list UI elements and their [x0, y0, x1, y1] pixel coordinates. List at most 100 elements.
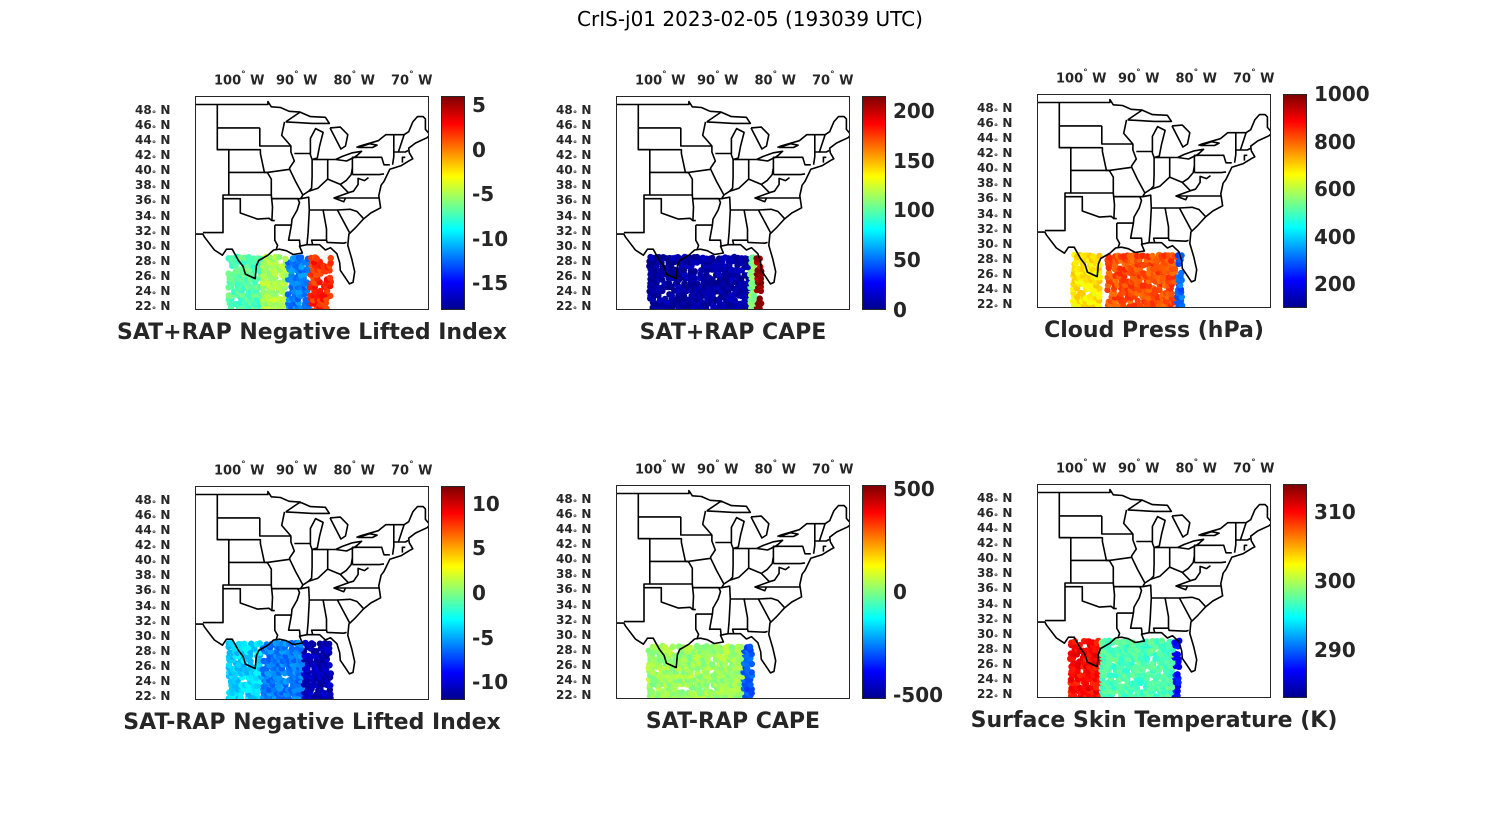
- data-point: [1111, 290, 1118, 297]
- lat-tick-label: 44° N: [135, 523, 171, 541]
- state-border: [773, 562, 806, 565]
- data-point: [272, 279, 279, 286]
- lat-tick-value: 28: [556, 642, 573, 657]
- map-axes: [1037, 94, 1271, 308]
- data-point: [326, 274, 334, 282]
- state-border: [695, 613, 722, 636]
- data-point: [1127, 651, 1134, 659]
- lat-tick-label: 38° N: [556, 178, 592, 196]
- data-point: [1073, 308, 1079, 309]
- state-border: [228, 511, 296, 564]
- state-border: [326, 158, 336, 180]
- panel-title: SAT+RAP Negative Lifted Index: [117, 320, 507, 345]
- lat-tick-value: 28: [135, 643, 152, 658]
- lon-tick-hemi: W: [303, 463, 318, 479]
- lat-tick-value: 32: [135, 613, 152, 628]
- lat-tick-value: 34: [135, 208, 152, 223]
- data-point: [1155, 307, 1161, 308]
- data-point: [760, 308, 763, 309]
- data-point: [1090, 253, 1097, 260]
- lat-tick-value: 42: [135, 148, 152, 163]
- data-point: [676, 309, 682, 310]
- lat-tick-label: 28° N: [556, 642, 592, 660]
- state-border: [1233, 522, 1237, 553]
- lat-tick-hemi: N: [581, 208, 592, 223]
- map-axes: [195, 486, 429, 700]
- data-point: [691, 268, 698, 275]
- lat-tick-label: 24° N: [135, 283, 171, 301]
- data-point: [727, 677, 735, 684]
- data-point: [668, 292, 675, 299]
- state-border: [393, 149, 409, 153]
- data-point: [709, 276, 716, 283]
- lon-tick-hemi: W: [250, 463, 265, 479]
- state-border: [695, 614, 700, 640]
- lat-tick-hemi: N: [581, 283, 592, 298]
- lat-tick-label: 26° N: [556, 268, 592, 286]
- lat-tick-label: 26° N: [135, 268, 171, 286]
- lat-tick-value: 22: [135, 688, 152, 703]
- data-point: [1176, 637, 1183, 644]
- lat-tick-label: 36° N: [556, 582, 592, 600]
- state-border: [709, 557, 725, 585]
- lon-tick-hemi: W: [671, 73, 686, 89]
- state-border: [217, 148, 268, 174]
- lat-tick-label: 36° N: [977, 581, 1013, 599]
- lat-tick-label: 46° N: [556, 118, 592, 136]
- lat-tick-label: 44° N: [556, 522, 592, 540]
- data-point: [661, 644, 669, 651]
- colorbar-tick-label: -5: [472, 625, 495, 650]
- state-border: [649, 121, 717, 174]
- lon-tick-value: 100: [1056, 71, 1084, 87]
- state-border: [758, 208, 785, 219]
- state-border: [679, 516, 712, 536]
- lat-tick-hemi: N: [581, 612, 592, 627]
- lat-tick-hemi: N: [581, 537, 592, 552]
- lon-tick-value: 100: [1056, 461, 1084, 477]
- state-border: [692, 197, 722, 226]
- data-point: [1134, 297, 1141, 305]
- state-border: [822, 545, 827, 552]
- lat-tick-value: 26: [135, 268, 152, 283]
- lon-tick-label: 70° W: [1233, 458, 1275, 477]
- lon-tick-hemi: W: [1092, 71, 1107, 87]
- lat-tick-hemi: N: [160, 118, 171, 133]
- lat-tick-label: 48° N: [556, 103, 592, 121]
- state-border: [333, 197, 347, 203]
- data-point: [275, 254, 283, 261]
- state-border: [814, 538, 830, 542]
- lake-outline: [285, 111, 331, 125]
- lon-tick-label: 70° W: [812, 459, 854, 478]
- state-border: [1243, 544, 1248, 551]
- lat-tick-label: 32° N: [977, 221, 1013, 239]
- data-point: [719, 310, 725, 311]
- lat-tick-label: 30° N: [135, 238, 171, 256]
- data-point: [317, 287, 324, 295]
- lon-tick-hemi: W: [360, 73, 375, 89]
- lon-tick-hemi: W: [1202, 71, 1217, 87]
- lat-tick-label: 22° N: [556, 687, 592, 705]
- lat-tick-hemi: N: [581, 118, 592, 133]
- lon-tick-hemi: W: [1145, 461, 1160, 477]
- data-point: [231, 309, 237, 310]
- lat-tick-hemi: N: [160, 673, 171, 688]
- data-point: [326, 662, 333, 669]
- lon-tick-value: 70: [391, 73, 410, 89]
- state-border: [746, 628, 768, 633]
- state-border: [1194, 561, 1227, 564]
- state-border: [356, 505, 428, 539]
- lat-tick-value: 40: [977, 161, 994, 176]
- state-border: [397, 524, 405, 543]
- lon-tick-label: 80° W: [1175, 68, 1217, 87]
- state-border: [337, 208, 364, 219]
- data-point: [734, 698, 740, 699]
- lat-tick-value: 30: [556, 627, 573, 642]
- lat-tick-label: 36° N: [556, 193, 592, 211]
- lat-tick-hemi: N: [160, 193, 171, 208]
- lon-tick-value: 90: [1118, 71, 1137, 87]
- state-border: [326, 548, 336, 570]
- lat-tick-hemi: N: [581, 193, 592, 208]
- lat-tick-hemi: N: [1002, 626, 1013, 641]
- state-border: [352, 563, 385, 566]
- lon-tick-label: 80° W: [333, 70, 375, 89]
